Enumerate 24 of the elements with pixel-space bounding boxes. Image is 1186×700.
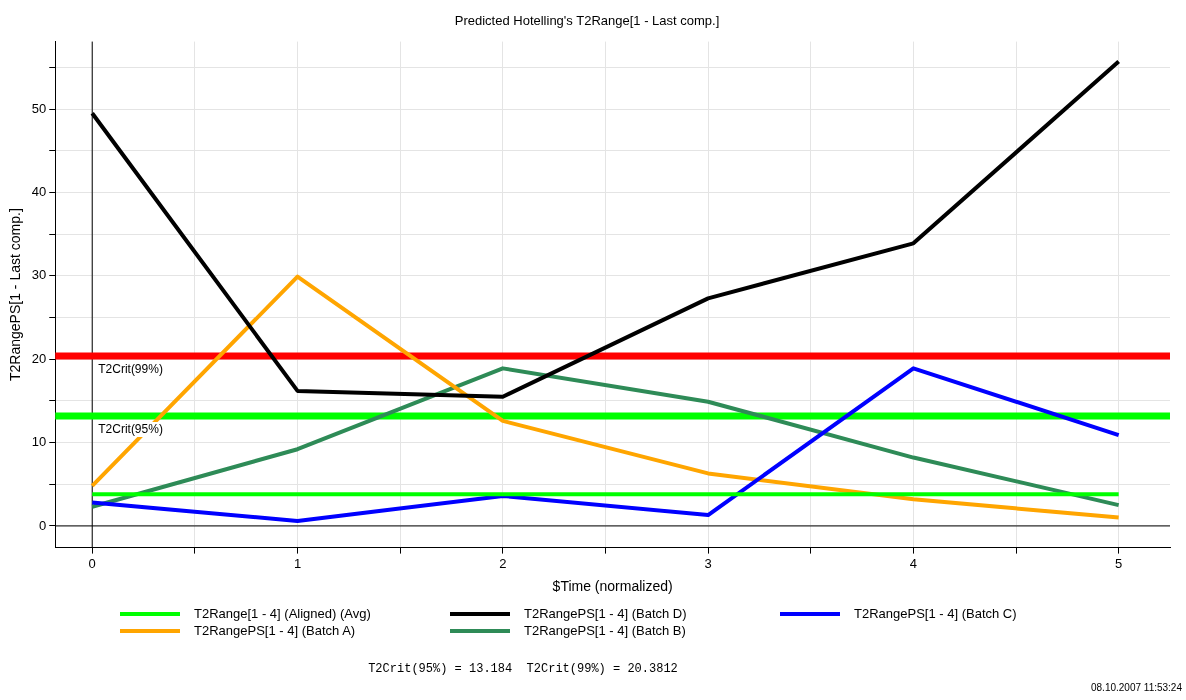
x-tick-label: 3	[704, 555, 712, 571]
chart-title: Predicted Hotelling's T2Range[1 - Last comp.]	[454, 13, 720, 29]
x-tick-label: 4	[909, 555, 917, 571]
y-tick-label: 0	[39, 517, 47, 533]
x-tick-label: 2	[499, 555, 507, 571]
y-axis-title: T2RangePS[1 - Last comp.]	[7, 208, 24, 381]
legend-label: T2RangePS[1 - 4] (Batch A)	[194, 623, 356, 638]
y-tick-label: 50	[31, 100, 47, 116]
text: T2Crit(95%) = 13.184 T2Crit(99%) = 20.3812	[367, 662, 679, 676]
y-tick-label: 10	[31, 434, 47, 450]
ref-line-label: T2Crit(95%)	[98, 422, 163, 437]
y-tick-label: 30	[31, 267, 47, 283]
x-tick-label: 1	[293, 555, 302, 571]
y-tick-label: 20	[31, 350, 47, 366]
legend-label: T2RangePS[1 - 4] (Batch B)	[524, 623, 686, 638]
legend-label: T2RangePS[1 - 4] (Batch C)	[854, 606, 1017, 621]
x-tick-label: 0	[88, 555, 96, 571]
y-tick-label: 40	[31, 184, 47, 200]
text: 08.10.2007 11:53:24	[1090, 682, 1182, 693]
x-tick-label: 5	[1115, 555, 1123, 571]
legend-label: T2Range[1 - 4] (Aligned) (Avg)	[194, 606, 371, 621]
x-axis-title: $Time (normalized)	[552, 578, 673, 595]
legend-label: T2RangePS[1 - 4] (Batch D)	[524, 606, 687, 621]
ref-line-label: T2Crit(99%)	[98, 362, 163, 377]
